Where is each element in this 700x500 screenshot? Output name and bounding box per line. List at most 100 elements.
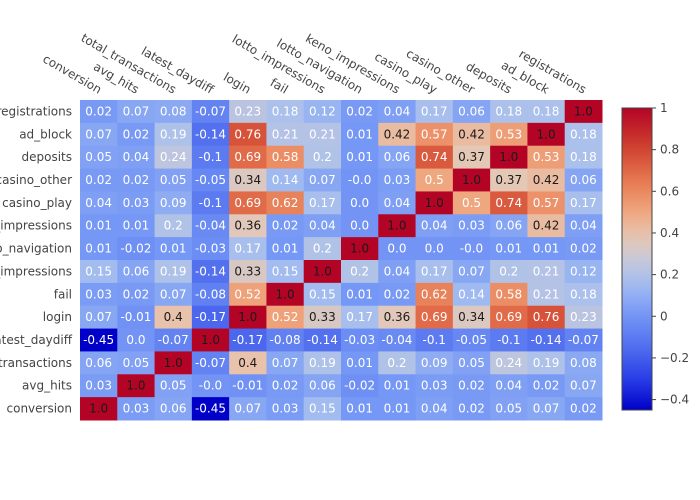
heatmap-cell <box>154 397 193 421</box>
heatmap-cell <box>80 191 118 215</box>
heatmap-cell <box>564 100 603 124</box>
heatmap-cell-label: -0.17 <box>232 333 263 347</box>
heatmap-cell <box>452 145 491 170</box>
heatmap-cell <box>80 214 118 238</box>
heatmap-cell <box>341 260 379 284</box>
heatmap-cell <box>266 282 305 307</box>
heatmap-cell <box>303 122 342 147</box>
heatmap-cell <box>452 351 491 375</box>
heatmap-cell-label: 0.04 <box>570 219 597 233</box>
heatmap-cell-label: 0.24 <box>495 356 522 370</box>
heatmap-cell <box>80 305 118 330</box>
heatmap-cell-label: -0.0 <box>348 173 371 187</box>
heatmap-cell <box>452 191 491 215</box>
heatmap-cell <box>266 351 305 375</box>
heatmap-cell-label: 1.0 <box>537 127 556 141</box>
heatmap-cell <box>415 191 454 215</box>
heatmap-cell-label: 0.06 <box>160 402 187 416</box>
heatmap-cell-label: -0.1 <box>199 196 222 210</box>
heatmap-cell-label: 0.04 <box>384 264 411 278</box>
heatmap-cell <box>154 328 193 352</box>
heatmap-cell-label: -0.07 <box>195 104 226 118</box>
x-axis-tick-labels: conversionavg_hitstotal_transactionslate… <box>40 31 588 97</box>
heatmap-cell <box>191 305 230 330</box>
heatmap-cell-label: 0.04 <box>123 150 150 164</box>
colorbar-tick-label: 0.2 <box>660 268 679 282</box>
heatmap-cell <box>415 100 454 124</box>
heatmap-cell <box>490 168 528 192</box>
heatmap-cell <box>378 328 417 352</box>
heatmap-cell <box>303 191 342 215</box>
heatmap-cell-label: 0.42 <box>458 127 485 141</box>
heatmap-cell-label: 0.06 <box>384 150 411 164</box>
heatmap-cell-label: 0.5 <box>425 173 444 187</box>
heatmap-cell-label: 0.04 <box>421 219 448 233</box>
heatmap-cell <box>527 237 566 261</box>
heatmap-cell-label: -0.03 <box>344 333 375 347</box>
heatmap-cell <box>452 168 491 192</box>
heatmap-cell <box>117 260 156 284</box>
heatmap-cell-label: 0.18 <box>272 104 299 118</box>
heatmap-cell <box>303 145 342 170</box>
heatmap-cell <box>229 328 267 352</box>
heatmap-cell <box>229 305 267 330</box>
heatmap-cell <box>117 328 156 352</box>
heatmap-cell <box>527 122 566 147</box>
heatmap-cell-label: 0.57 <box>533 196 560 210</box>
heatmap-cell-label: 0.19 <box>309 356 336 370</box>
y-tick-label: login <box>43 310 72 324</box>
heatmap-cell <box>154 305 193 330</box>
x-tick-label: login <box>221 70 253 97</box>
heatmap-cell-label: 0.42 <box>533 219 560 233</box>
y-tick-label: ad_block <box>19 127 72 141</box>
heatmap-cell <box>266 214 305 238</box>
heatmap-cell <box>527 260 566 284</box>
heatmap-cell <box>415 374 454 398</box>
heatmap-cell-label: 0.03 <box>272 402 299 416</box>
heatmap-cell <box>452 328 491 352</box>
heatmap-cell-label: 0.53 <box>495 127 522 141</box>
heatmap-cell-label: 0.07 <box>160 287 187 301</box>
heatmap-cell-label: 0.02 <box>533 379 560 393</box>
heatmap-cell-label: 0.05 <box>123 356 150 370</box>
heatmap-cell-label: 0.0 <box>350 196 369 210</box>
heatmap-cell-label: 0.02 <box>123 127 150 141</box>
y-tick-label: registrations <box>0 104 72 118</box>
heatmap-cell <box>527 100 566 124</box>
heatmap-cell <box>266 191 305 215</box>
y-tick-label: latest_daydiff <box>0 333 73 347</box>
heatmap-cell-label: 0.74 <box>495 196 522 210</box>
heatmap-cell-label: 0.37 <box>495 173 522 187</box>
heatmap-cell <box>154 122 193 147</box>
heatmap-cell <box>154 260 193 284</box>
heatmap-cell <box>452 260 491 284</box>
heatmap-cell <box>415 282 454 307</box>
heatmap-cell-label: 0.02 <box>458 402 485 416</box>
heatmap-cell-label: 0.69 <box>421 310 448 324</box>
heatmap-cell <box>229 145 267 170</box>
heatmap-cell <box>154 191 193 215</box>
heatmap-cell-label: 0.02 <box>384 287 411 301</box>
heatmap-cell-label: 0.2 <box>313 242 332 256</box>
heatmap-cell-label: 0.33 <box>234 264 261 278</box>
heatmap-cell <box>341 282 379 307</box>
heatmap-cell-label: -0.08 <box>195 287 226 301</box>
heatmap-cell-label: 0.02 <box>570 402 597 416</box>
heatmap-cell <box>303 328 342 352</box>
heatmap-cell-label: 0.58 <box>495 287 522 301</box>
heatmap-cell-label: 0.33 <box>309 310 336 324</box>
heatmap-cell-label: 0.07 <box>123 104 150 118</box>
heatmap-cell <box>117 214 156 238</box>
heatmap-cell-label: 0.17 <box>570 196 597 210</box>
heatmap-cell-label: -0.01 <box>232 379 263 393</box>
heatmap-cell-label: -0.07 <box>568 333 599 347</box>
heatmap-cell <box>229 191 267 215</box>
heatmap-cell <box>229 374 267 398</box>
heatmap-cell-label: 0.15 <box>272 264 299 278</box>
heatmap-cell-label: 0.62 <box>272 196 299 210</box>
heatmap-cell-label: -0.0 <box>460 242 483 256</box>
heatmap-cell-label: -0.08 <box>270 333 301 347</box>
heatmap-cell-label: -0.14 <box>307 333 338 347</box>
heatmap-cell <box>229 168 267 192</box>
heatmap-cell <box>527 191 566 215</box>
